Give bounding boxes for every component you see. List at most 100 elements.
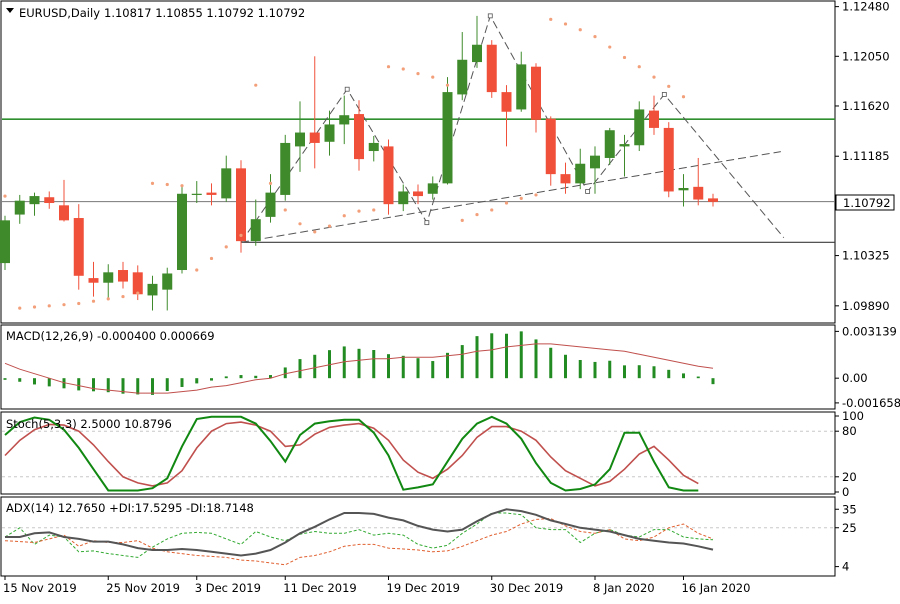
candle[interactable]: [206, 183, 217, 206]
candle[interactable]: [413, 184, 423, 205]
macd-histogram-bar: [18, 378, 22, 382]
candle[interactable]: [531, 63, 541, 133]
macd-histogram-bar: [372, 350, 376, 379]
candle[interactable]: [398, 184, 409, 212]
symbol-header[interactable]: EURUSD,Daily: [19, 6, 100, 20]
candle[interactable]: [118, 261, 128, 289]
candle-body: [295, 132, 305, 147]
macd-histogram-bar: [47, 378, 51, 387]
psar-dot: [136, 291, 140, 295]
macd-histogram-bar: [239, 375, 243, 379]
candle[interactable]: [177, 185, 187, 274]
candle[interactable]: [442, 77, 453, 185]
pattern-anchor-point[interactable]: [585, 189, 591, 194]
candle[interactable]: [678, 174, 689, 207]
ohlc-header: 1.10817 1.10855 1.10792 1.10792: [104, 6, 305, 20]
candle[interactable]: [221, 155, 232, 202]
candle[interactable]: [368, 136, 379, 162]
candle[interactable]: [708, 193, 718, 207]
adx-pane[interactable]: [2, 508, 835, 566]
pattern-anchor-point[interactable]: [661, 92, 667, 97]
macd-histogram-bar: [121, 378, 125, 394]
candle[interactable]: [44, 191, 55, 209]
pattern-anchor-point[interactable]: [344, 86, 350, 92]
candle[interactable]: [280, 134, 291, 201]
candle[interactable]: [590, 146, 600, 194]
stochastic-pane[interactable]: [2, 415, 835, 492]
candle[interactable]: [383, 139, 394, 215]
x-tick-label: 16 Jan 2020: [682, 581, 751, 595]
candle[interactable]: [634, 101, 645, 152]
candle[interactable]: [693, 157, 704, 206]
x-tick-label: 19 Dec 2019: [387, 581, 460, 595]
candle[interactable]: [354, 100, 364, 171]
psar-dot: [254, 83, 258, 87]
pattern-anchor-point[interactable]: [424, 220, 430, 226]
candle[interactable]: [147, 275, 158, 311]
candle-body: [118, 270, 128, 282]
candle[interactable]: [29, 192, 40, 216]
candle[interactable]: [560, 162, 571, 194]
psar-dot: [593, 35, 597, 39]
candle[interactable]: [162, 267, 173, 311]
candle[interactable]: [191, 181, 202, 204]
macd-histogram-bar: [652, 366, 656, 379]
candle[interactable]: [73, 204, 84, 290]
ascending-trendline: [240, 151, 781, 243]
macd-signal-line: [4, 343, 714, 394]
candle[interactable]: [324, 110, 335, 156]
candle-body: [354, 114, 364, 160]
y-tick-label: 4: [842, 560, 849, 574]
candle[interactable]: [236, 160, 246, 253]
candle[interactable]: [295, 101, 305, 172]
psar-dot: [91, 299, 96, 303]
macd-histogram-bar: [431, 361, 435, 379]
x-tick-label: 8 Jan 2020: [593, 581, 655, 595]
price-pane[interactable]: [0, 13, 835, 311]
candle[interactable]: [619, 134, 630, 177]
candle[interactable]: [339, 95, 350, 145]
candle[interactable]: [427, 176, 438, 200]
candle[interactable]: [663, 122, 674, 198]
psar-dot: [519, 196, 523, 200]
candle[interactable]: [309, 56, 320, 169]
candle[interactable]: [457, 32, 468, 101]
candle[interactable]: [575, 148, 586, 190]
candle[interactable]: [88, 261, 99, 297]
symbol-dropdown-icon[interactable]: [6, 8, 14, 13]
candle[interactable]: [0, 215, 10, 271]
psar-dot: [431, 75, 435, 79]
candle-body: [132, 272, 143, 295]
candle[interactable]: [486, 40, 497, 98]
candle[interactable]: [59, 179, 69, 222]
candle-body: [472, 44, 482, 63]
y-tick-label: 1.09890: [842, 299, 890, 313]
candle-body: [236, 168, 246, 242]
candle[interactable]: [604, 127, 615, 165]
candle-body: [398, 191, 409, 205]
stoch-main-line: [4, 415, 699, 492]
candle[interactable]: [649, 95, 659, 135]
candle-body: [649, 110, 659, 128]
psar-dot: [224, 245, 228, 249]
macd-histogram-bar: [283, 367, 287, 379]
di-minus-line: [4, 517, 714, 566]
current-price-label: 1.10792: [843, 196, 891, 210]
macd-title: MACD(12,26,9) -0.000400 0.000669: [6, 329, 215, 343]
adx-title: ADX(14) 12.7650 +DI:17.5295 -DI:18.7148: [6, 501, 254, 515]
candle[interactable]: [501, 85, 512, 147]
candle[interactable]: [545, 116, 556, 186]
pattern-anchor-point[interactable]: [487, 13, 493, 19]
candle[interactable]: [516, 51, 527, 112]
candle[interactable]: [472, 15, 482, 68]
macd-pane[interactable]: [3, 331, 715, 395]
macd-histogram-bar: [593, 361, 597, 379]
candle[interactable]: [14, 194, 25, 224]
candle[interactable]: [250, 199, 261, 246]
candle[interactable]: [103, 264, 114, 298]
macd-histogram-bar: [667, 369, 671, 379]
price-pane-frame: [0, 0, 836, 324]
candle-body: [413, 191, 423, 197]
